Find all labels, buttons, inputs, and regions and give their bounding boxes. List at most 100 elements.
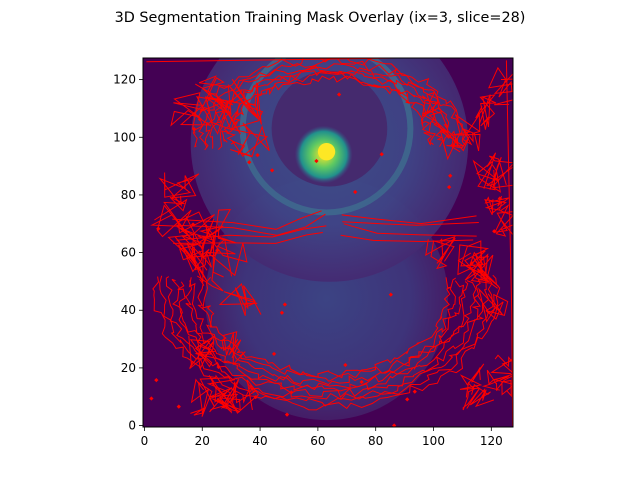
contour-right-patch-5 [488, 66, 513, 106]
contour-dot [343, 362, 348, 368]
y-axis: 0 20 40 60 80 100 120 [113, 73, 143, 433]
contour-dot [289, 390, 294, 395]
x-tick-label: 120 [480, 434, 503, 448]
contour-dot [271, 351, 277, 357]
contour-dot [379, 152, 384, 157]
y-tick-label: 80 [121, 188, 136, 202]
contour-topleft-patch-0 [232, 379, 260, 414]
contour-topright-patch-3 [462, 381, 481, 411]
x-tick-label: 60 [310, 434, 325, 448]
contour-lower-arc-0 [225, 75, 433, 146]
contour-bottom-edge [146, 58, 428, 63]
contour-dot [255, 152, 260, 158]
contour-right-patch-1 [460, 240, 488, 281]
contour-band-left-2 [176, 213, 326, 236]
contour-right-patch-8 [475, 94, 497, 130]
contour-right-patch-6 [470, 253, 500, 289]
contour-upper-arc-0 [202, 276, 452, 379]
contour-dot [253, 395, 258, 400]
contour-topright-patch-0 [490, 354, 513, 375]
contour-right-patch-11 [452, 112, 481, 152]
tissue-ring [239, 58, 414, 216]
contour-upper-arc-6 [165, 276, 490, 401]
contour-dot [269, 168, 275, 173]
y-tick-label: 0 [128, 419, 136, 433]
contour-band-right-0 [340, 234, 474, 243]
contour-left-patch-4 [170, 92, 212, 134]
contour-topleft-patch-4 [188, 335, 215, 369]
contour-dot [282, 302, 288, 307]
contour-dot [197, 117, 203, 122]
contour-left-patch-5 [176, 211, 215, 251]
contour-dot [353, 189, 358, 195]
contour-left-patch-0 [206, 236, 248, 278]
contour-dot [497, 196, 502, 201]
contour-right-patch-2 [420, 91, 449, 133]
contour-upper-arc-3 [185, 280, 469, 391]
contour-dot [388, 292, 393, 297]
contour-band-right-2 [342, 221, 479, 226]
contour-dot [154, 377, 159, 383]
y-tick-label: 60 [121, 246, 136, 260]
contour-dot [447, 185, 452, 190]
contour-left-patch-13 [227, 79, 264, 125]
x-tick-label: 100 [422, 434, 445, 448]
contour-left-patch-10 [218, 283, 262, 316]
contour-lower-arc-2 [217, 70, 444, 150]
y-tick-label: 20 [121, 361, 136, 375]
contour-right-patch-9 [484, 195, 510, 216]
contour-band-right-3 [341, 214, 477, 225]
contour-lower-arc-1 [220, 71, 436, 146]
axes-frame [142, 57, 514, 428]
mask-contour-overlay [146, 58, 513, 427]
contour-dot [247, 160, 252, 165]
contour-left-patch-11 [150, 196, 192, 239]
contour-dot [405, 397, 410, 402]
contour-left-patch-8 [195, 75, 232, 116]
x-tick-label: 0 [141, 434, 149, 448]
y-tick-label: 120 [113, 73, 136, 87]
contour-topleft-patch-6 [208, 375, 239, 410]
plot-area [142, 57, 514, 428]
contour-topright-patch-1 [469, 383, 495, 408]
contour-dot [412, 389, 417, 394]
contour-band-left-3 [172, 210, 322, 230]
contour-dot [215, 248, 220, 253]
x-tick-label: 40 [252, 434, 267, 448]
contour-dot [469, 261, 474, 266]
contour-topleft-patch-1 [223, 331, 246, 366]
bright-spot-core [317, 143, 336, 161]
contour-dot [448, 173, 453, 178]
contour-band-left-0 [173, 232, 323, 244]
contour-dot [149, 396, 154, 401]
contour-right-patch-0 [494, 204, 513, 237]
contour-topleft-patch-7 [212, 378, 241, 414]
contour-left-patch-12 [158, 172, 200, 207]
contour-dot [314, 158, 319, 164]
contour-upper-arc-5 [171, 278, 481, 398]
contour-dot [284, 412, 290, 417]
contour-upper-arc-8 [152, 274, 501, 411]
x-tick-label: 20 [195, 434, 210, 448]
contour-dot [279, 310, 285, 315]
contour-right-patch-13 [425, 235, 456, 270]
contour-upper-arc-1 [197, 277, 456, 382]
contour-dot [176, 404, 181, 409]
contour-left-patch-2 [230, 120, 270, 158]
contour-dot [492, 229, 497, 234]
contour-dot [156, 226, 161, 231]
y-tick-label: 100 [113, 130, 136, 144]
contour-dot [190, 222, 196, 227]
y-tick-label: 40 [121, 303, 136, 317]
contour-band-right-1 [343, 223, 477, 237]
contour-lower-arc-5 [198, 58, 461, 153]
contour-upper-arc-2 [188, 277, 465, 386]
contour-topright-patch-4 [481, 369, 509, 392]
contour-topleft-patch-5 [199, 377, 235, 413]
chart-title: 3D Segmentation Training Mask Overlay (i… [115, 10, 526, 26]
contour-dot [216, 364, 221, 370]
contour-dot [359, 379, 364, 385]
contour-upper-arc-4 [177, 280, 477, 392]
x-tick-label: 80 [368, 434, 383, 448]
